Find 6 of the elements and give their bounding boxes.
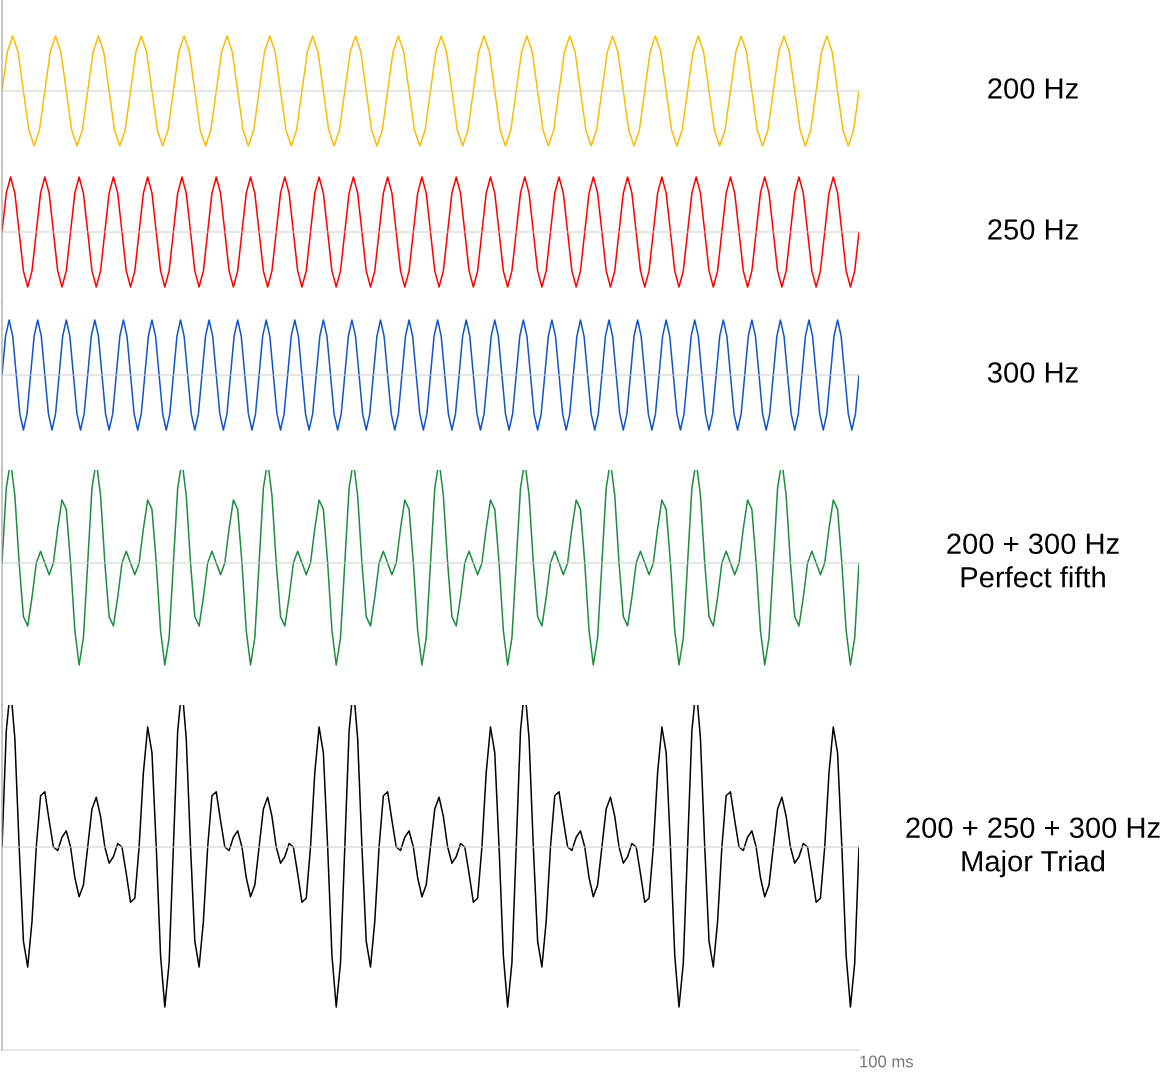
text: 300 Hz: [987, 362, 1078, 383]
series-label: 200 + 250 + 300 Hz Major Triad: [906, 817, 1160, 878]
text: 250 Hz: [988, 219, 1078, 240]
text: 200 Hz: [988, 78, 1078, 99]
text: 200 + 300 Hz Perfect fifth: [947, 533, 1119, 588]
text: 100 ms: [860, 1055, 914, 1068]
